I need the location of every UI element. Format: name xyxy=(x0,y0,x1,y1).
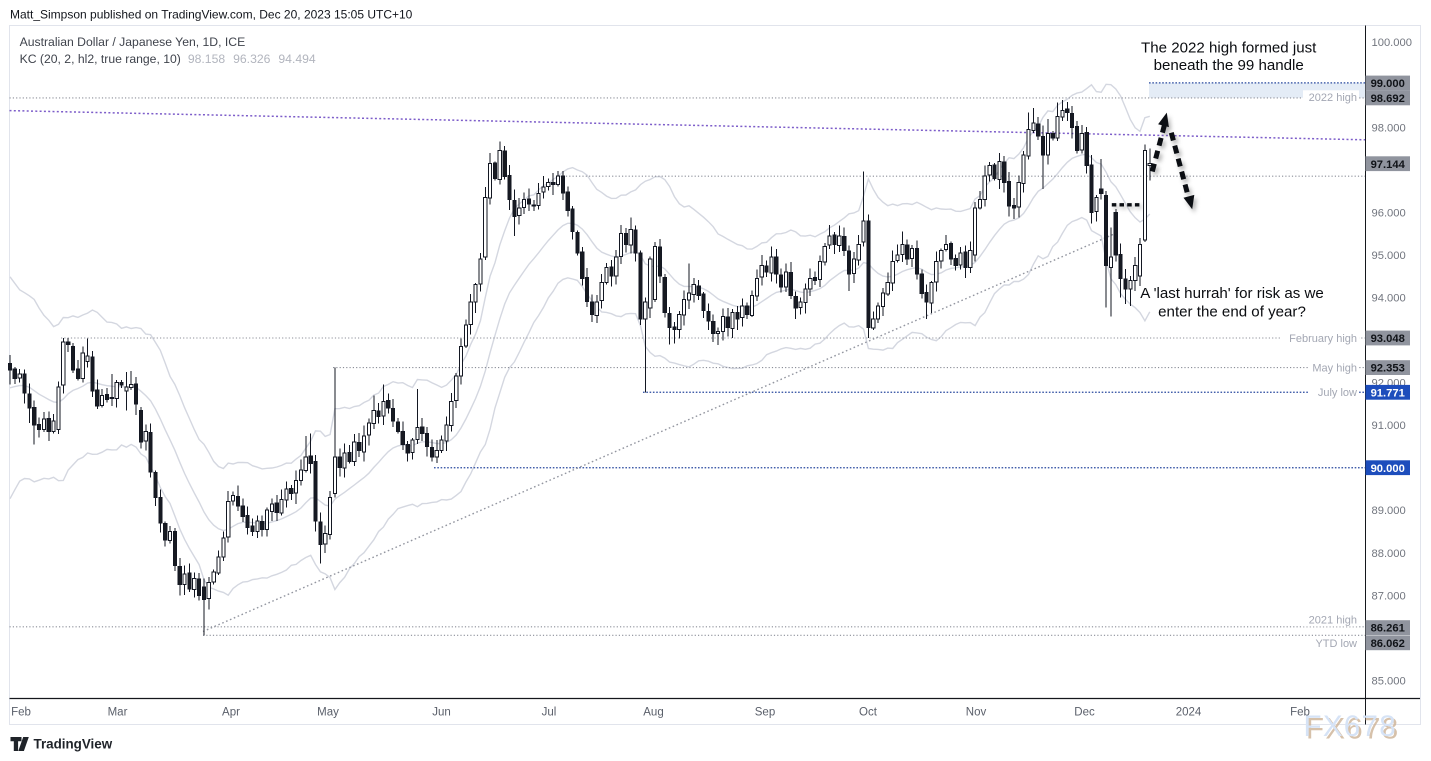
svg-text:FX678: FX678 xyxy=(1304,710,1397,743)
svg-text:89.000: 89.000 xyxy=(1372,505,1406,517)
svg-text:Nov: Nov xyxy=(966,707,987,719)
svg-text:94.000: 94.000 xyxy=(1372,293,1406,305)
svg-text:FX678: FX678 xyxy=(1306,712,1399,745)
svg-text:Feb: Feb xyxy=(1290,707,1310,719)
svg-text:Matt_Simpson published on Trad: Matt_Simpson published on TradingView.co… xyxy=(10,8,413,22)
svg-text:97.144: 97.144 xyxy=(1371,159,1406,171)
svg-text:99.000: 99.000 xyxy=(1371,78,1405,90)
svg-text:96.000: 96.000 xyxy=(1372,207,1406,219)
svg-text:Apr: Apr xyxy=(222,707,240,719)
svg-text:Mar: Mar xyxy=(108,707,128,719)
svg-text:May: May xyxy=(317,707,339,719)
svg-text:Dec: Dec xyxy=(1074,707,1095,719)
svg-text:98.000: 98.000 xyxy=(1372,122,1406,134)
svg-text:Australian Dollar / Japanese Y: Australian Dollar / Japanese Yen, 1D, IC… xyxy=(20,35,246,49)
svg-text:87.000: 87.000 xyxy=(1372,590,1406,602)
svg-text:91.771: 91.771 xyxy=(1371,387,1405,399)
svg-text:91.000: 91.000 xyxy=(1372,420,1406,432)
svg-text:TradingView: TradingView xyxy=(34,737,113,752)
svg-text:90.000: 90.000 xyxy=(1371,463,1405,475)
svg-text:July low: July low xyxy=(1318,387,1357,399)
svg-text:Sep: Sep xyxy=(755,707,775,719)
svg-text:Oct: Oct xyxy=(859,707,878,719)
svg-text:February high: February high xyxy=(1289,333,1357,345)
svg-text:Aug: Aug xyxy=(643,707,663,719)
svg-text:2021 high: 2021 high xyxy=(1309,614,1357,626)
svg-text:2024: 2024 xyxy=(1176,707,1202,719)
svg-text:2022 high: 2022 high xyxy=(1309,92,1357,104)
svg-text:KC (20, 2, hl2, true range, 10: KC (20, 2, hl2, true range, 10) 98.158 96.… xyxy=(20,52,316,66)
svg-text:The 2022 high formed just: The 2022 high formed just xyxy=(1141,40,1317,57)
svg-text:beneath the 99 handle: beneath the 99 handle xyxy=(1154,57,1304,74)
svg-text:A 'last hurrah' for risk as we: A 'last hurrah' for risk as we xyxy=(1140,285,1324,302)
svg-text:95.000: 95.000 xyxy=(1372,250,1406,262)
svg-text:enter the end of year?: enter the end of year? xyxy=(1158,304,1306,321)
svg-text:100.000: 100.000 xyxy=(1372,37,1412,49)
svg-text:YTD low: YTD low xyxy=(1315,638,1357,650)
svg-text:93.048: 93.048 xyxy=(1371,333,1405,345)
svg-text:Jul: Jul xyxy=(542,707,557,719)
svg-text:Feb: Feb xyxy=(11,707,31,719)
svg-text:Jun: Jun xyxy=(432,707,451,719)
svg-text:85.000: 85.000 xyxy=(1372,676,1406,688)
svg-text:98.692: 98.692 xyxy=(1371,93,1405,105)
svg-text:86.062: 86.062 xyxy=(1371,638,1405,650)
svg-text:88.000: 88.000 xyxy=(1372,548,1406,560)
svg-text:May high: May high xyxy=(1312,362,1357,374)
svg-text:86.261: 86.261 xyxy=(1371,623,1405,635)
svg-text:92.353: 92.353 xyxy=(1371,363,1405,375)
